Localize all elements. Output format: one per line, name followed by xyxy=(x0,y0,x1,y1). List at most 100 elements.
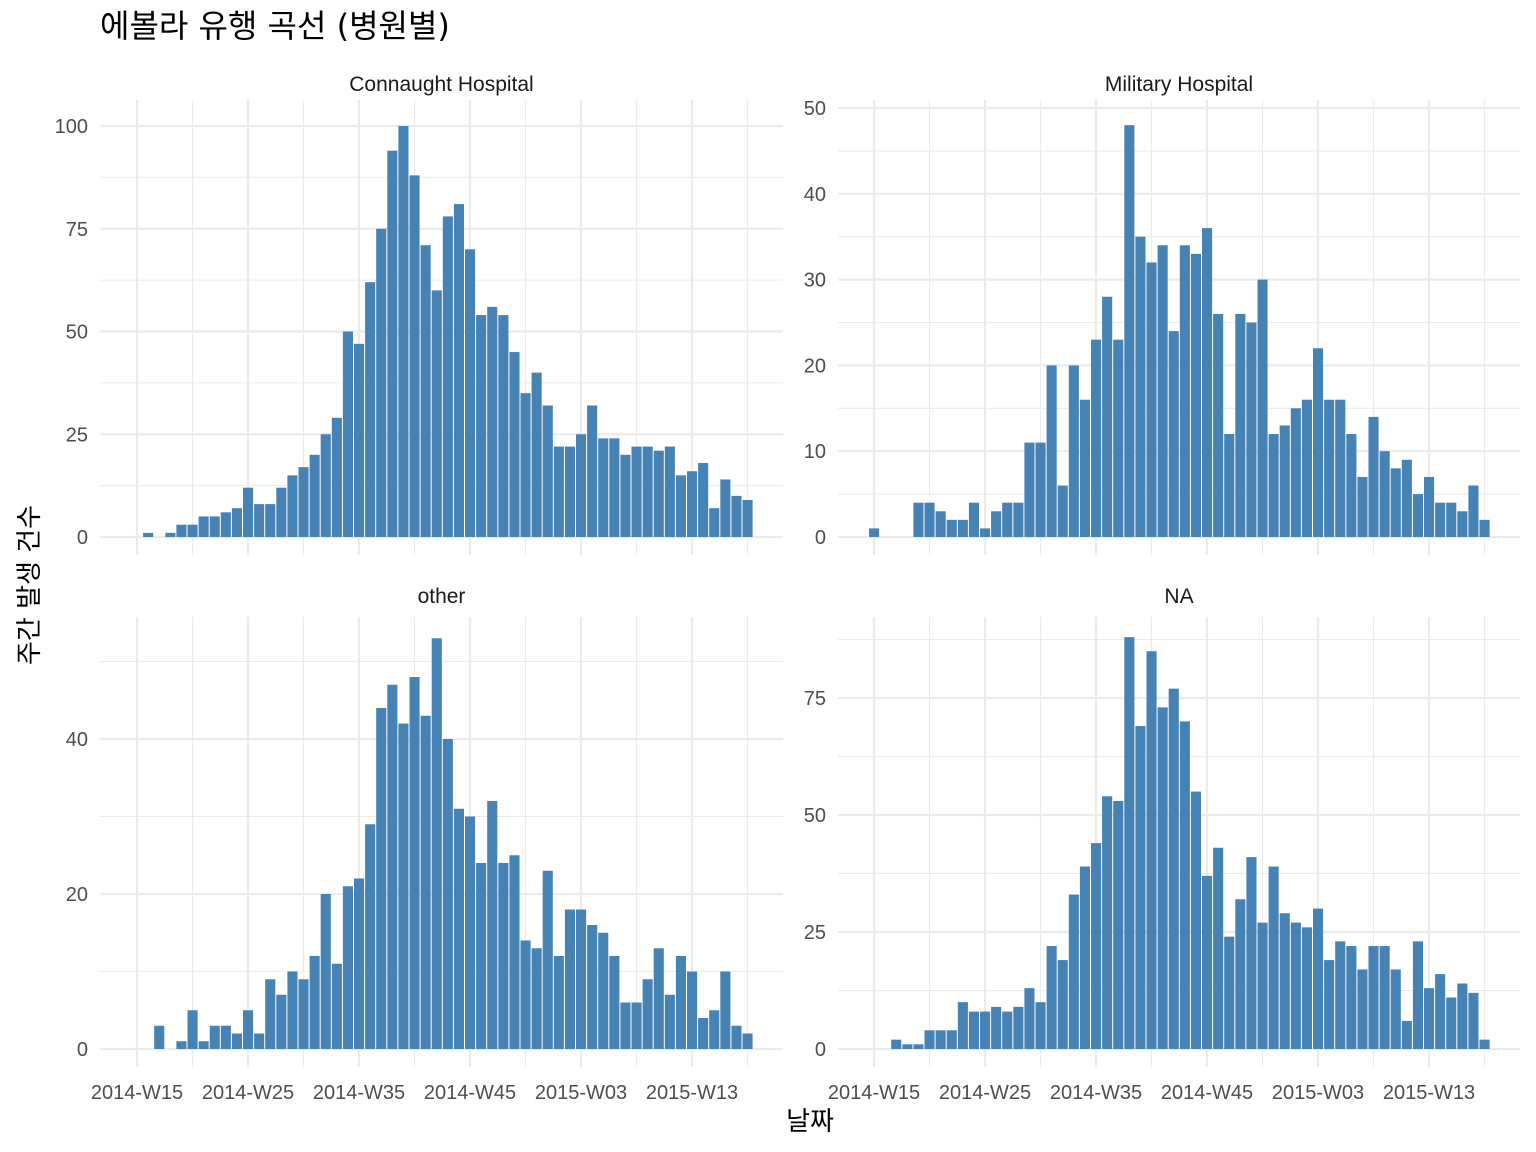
bar xyxy=(243,1010,254,1049)
bar xyxy=(498,315,509,537)
bar xyxy=(254,504,265,537)
bar xyxy=(1457,983,1468,1049)
bar xyxy=(187,524,198,537)
bar xyxy=(265,504,276,537)
bar xyxy=(1412,494,1423,537)
bar xyxy=(598,932,609,1049)
bar xyxy=(354,343,365,537)
bar xyxy=(1379,946,1390,1049)
bar xyxy=(1091,843,1102,1049)
bar xyxy=(1213,313,1224,537)
bar xyxy=(276,487,287,537)
bar xyxy=(254,1033,265,1049)
bar xyxy=(298,979,309,1049)
bar xyxy=(1102,296,1113,537)
y-tick-label: 50 xyxy=(804,805,826,827)
bar xyxy=(342,886,353,1049)
bar xyxy=(1202,228,1213,537)
bar xyxy=(1346,946,1357,1049)
bar xyxy=(1324,960,1335,1049)
bar xyxy=(398,126,409,537)
bar xyxy=(1002,502,1013,537)
bar xyxy=(1246,322,1257,537)
bar xyxy=(924,1030,935,1049)
bar xyxy=(664,446,675,537)
bar xyxy=(991,1006,1002,1049)
bar xyxy=(653,450,664,537)
bar xyxy=(531,372,542,537)
bar xyxy=(687,471,698,537)
bar xyxy=(1135,726,1146,1049)
bar xyxy=(1079,399,1090,537)
bar xyxy=(453,808,464,1049)
bar xyxy=(698,1018,709,1049)
bar xyxy=(387,150,398,537)
x-tick-label: 2014-W25 xyxy=(202,1082,294,1104)
bar xyxy=(1390,468,1401,537)
bar xyxy=(1113,339,1124,537)
bar xyxy=(1057,485,1068,537)
bar xyxy=(564,446,575,537)
facet-strip-label: Connaught Hospital xyxy=(349,73,533,96)
facet-strip-label: other xyxy=(418,585,466,608)
bar xyxy=(309,454,320,537)
chart-title: 에볼라 유행 곡선 (병원별) xyxy=(100,7,450,45)
bar xyxy=(1335,941,1346,1049)
bar xyxy=(935,511,946,537)
bar xyxy=(1301,399,1312,537)
bar xyxy=(265,979,276,1049)
bar xyxy=(1124,637,1135,1049)
bar xyxy=(420,245,431,537)
bar xyxy=(354,878,365,1049)
bar xyxy=(1224,434,1235,537)
x-axis-title: 날짜 xyxy=(786,1107,834,1137)
bar xyxy=(1435,974,1446,1049)
bar xyxy=(935,1030,946,1049)
bar xyxy=(1235,899,1246,1049)
bar xyxy=(376,708,387,1049)
y-tick-label: 75 xyxy=(804,688,826,710)
bar xyxy=(1390,969,1401,1049)
bar xyxy=(1301,927,1312,1049)
bar xyxy=(968,1011,979,1049)
bar xyxy=(198,1041,209,1049)
bar xyxy=(642,979,653,1049)
bar xyxy=(991,511,1002,537)
bar xyxy=(1157,707,1168,1049)
bar xyxy=(1435,502,1446,537)
y-tick-label: 50 xyxy=(804,98,826,120)
bar xyxy=(498,863,509,1049)
bar xyxy=(1168,331,1179,537)
bar xyxy=(720,479,731,537)
y-tick-label: 50 xyxy=(66,322,88,344)
bar xyxy=(1446,997,1457,1049)
bar xyxy=(1002,1011,1013,1049)
bar xyxy=(1179,721,1190,1049)
bar xyxy=(1468,485,1479,537)
bar xyxy=(231,1033,242,1049)
bar xyxy=(509,855,520,1049)
bar xyxy=(1157,245,1168,537)
bar xyxy=(1235,313,1246,537)
gridlines xyxy=(838,100,1520,555)
bar xyxy=(1079,866,1090,1049)
bar xyxy=(1091,339,1102,537)
y-tick-label: 25 xyxy=(66,424,88,446)
bar xyxy=(553,956,564,1049)
bar xyxy=(980,1011,991,1049)
bar xyxy=(1135,236,1146,537)
bar xyxy=(509,352,520,537)
bar xyxy=(287,971,298,1049)
y-tick-label: 40 xyxy=(804,184,826,206)
bar xyxy=(387,684,398,1049)
y-tick-label: 0 xyxy=(815,1039,826,1061)
bar xyxy=(709,508,720,537)
bar xyxy=(1479,519,1490,537)
bar xyxy=(1279,425,1290,537)
bar xyxy=(465,249,476,538)
bar xyxy=(742,1033,753,1049)
y-axis-title: 주간 발생 건수 xyxy=(15,505,45,665)
bar xyxy=(553,446,564,537)
bar xyxy=(276,994,287,1049)
facet-strip-label: Military Hospital xyxy=(1105,73,1253,96)
